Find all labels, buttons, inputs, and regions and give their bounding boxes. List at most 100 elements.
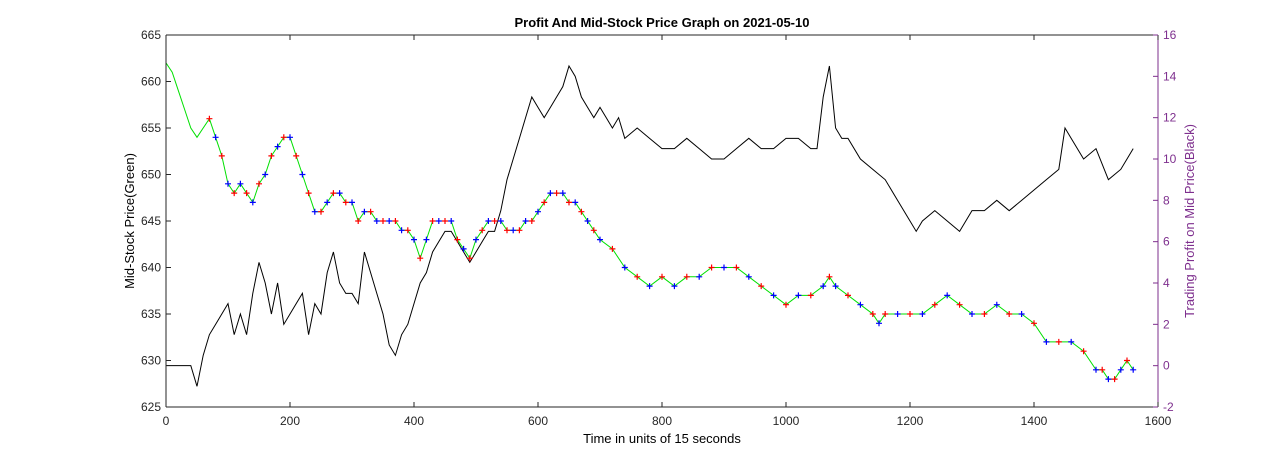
buy-marker	[311, 208, 318, 215]
x-axis-label: Time in units of 15 seconds	[583, 431, 741, 446]
sell-marker	[528, 218, 535, 224]
buy-marker	[993, 301, 1000, 308]
sell-marker	[404, 227, 411, 234]
buy-marker	[237, 180, 244, 187]
sell-marker	[683, 273, 690, 280]
x-tick-label: 600	[528, 414, 548, 428]
right-y-tick-label: 16	[1163, 28, 1177, 42]
buy-marker	[621, 264, 628, 271]
buy-marker	[1105, 376, 1112, 383]
x-tick-label: 1600	[1145, 414, 1172, 428]
sell-marker	[783, 301, 789, 308]
buy-marker	[225, 180, 231, 187]
buy-marker	[535, 208, 541, 215]
buy-marker	[299, 171, 306, 178]
sell-marker	[243, 190, 250, 197]
sell-marker	[1099, 366, 1106, 373]
left-y-tick-label: 655	[141, 121, 161, 135]
x-tick-label: 200	[280, 414, 300, 428]
sell-marker	[466, 255, 473, 262]
left-y-tick-label: 665	[141, 28, 161, 42]
profit-line	[166, 64, 1134, 387]
profit-series-line	[166, 64, 1134, 387]
sell-marker	[634, 273, 641, 280]
buy-marker	[1130, 366, 1137, 373]
buy-marker	[944, 292, 951, 299]
sell-marker	[280, 134, 287, 141]
sell-marker	[516, 227, 523, 234]
buy-marker	[448, 218, 455, 224]
buy-marker	[522, 218, 529, 224]
sell-marker	[882, 311, 889, 317]
right-y-tick-label: 2	[1163, 317, 1170, 331]
buy-marker	[559, 190, 566, 197]
buy-marker	[411, 236, 417, 243]
buy-marker	[820, 283, 827, 290]
sell-marker	[355, 218, 362, 224]
buy-marker	[1018, 311, 1025, 317]
right-y-tick-label: 6	[1163, 235, 1170, 249]
sell-marker	[907, 311, 913, 317]
buy-marker	[460, 245, 467, 252]
buy-marker	[262, 171, 269, 178]
sell-marker	[826, 273, 833, 280]
buy-marker	[584, 218, 591, 224]
right-y-tick-label: 10	[1163, 152, 1177, 166]
sell-marker	[981, 311, 988, 317]
buy-marker	[497, 218, 504, 224]
left-y-tick-label: 645	[141, 214, 161, 228]
right-y-axis-label: Trading Profit on Mid Price(Black)	[1182, 124, 1197, 318]
right-y-tick-label: 8	[1163, 193, 1170, 207]
buy-marker	[1068, 338, 1075, 345]
buy-marker	[857, 301, 864, 308]
buy-marker	[646, 283, 653, 290]
buy-marker	[1043, 338, 1050, 345]
sell-marker	[293, 152, 300, 159]
x-tick-label: 1200	[897, 414, 924, 428]
sell-marker	[807, 292, 814, 299]
buy-marker	[969, 311, 975, 317]
buy-marker	[274, 143, 281, 150]
sell-marker	[417, 255, 424, 262]
buy-marker	[398, 227, 405, 234]
chart-title: Profit And Mid-Stock Price Graph on 2021…	[515, 15, 810, 30]
buy-marker	[1093, 366, 1099, 373]
buy-marker	[336, 190, 343, 197]
buy-marker	[919, 311, 926, 317]
sell-marker	[367, 208, 374, 215]
sell-marker	[392, 218, 399, 224]
sell-marker	[342, 199, 349, 206]
buy-marker	[423, 236, 430, 243]
x-tick-label: 1400	[1021, 414, 1048, 428]
buy-marker	[597, 236, 603, 243]
sell-marker	[268, 152, 275, 159]
x-axis-ticks: 0 200 400 600 800 1000 1200 1400 1600	[163, 35, 1172, 428]
sell-marker	[758, 283, 765, 290]
buy-marker	[547, 190, 554, 197]
sell-marker	[231, 190, 238, 197]
sell-marker	[1124, 357, 1130, 364]
sell-marker	[566, 199, 572, 206]
left-y-tick-label: 630	[141, 354, 161, 368]
sell-marker	[491, 218, 498, 224]
sell-marker	[206, 115, 213, 122]
sell-marker	[318, 208, 324, 215]
buy-marker	[745, 273, 752, 280]
right-y-tick-label: 14	[1163, 69, 1177, 83]
sell-marker	[504, 227, 510, 234]
right-y-axis-ticks: -2 0 2 4 6 8 10 12 14 16	[1153, 28, 1177, 414]
sell-marker	[429, 218, 436, 224]
buy-marker	[287, 134, 293, 141]
buy-marker	[485, 218, 492, 224]
x-tick-label: 800	[652, 414, 672, 428]
buy-marker	[671, 283, 678, 290]
buy-marker	[249, 199, 256, 206]
buy-marker	[770, 292, 777, 299]
sell-marker	[1055, 338, 1062, 345]
x-tick-label: 0	[163, 414, 170, 428]
sell-marker	[845, 292, 851, 299]
buy-marker	[510, 227, 517, 234]
buy-marker	[473, 236, 479, 243]
right-y-tick-label: -2	[1163, 400, 1174, 414]
sell-marker	[1111, 376, 1118, 383]
